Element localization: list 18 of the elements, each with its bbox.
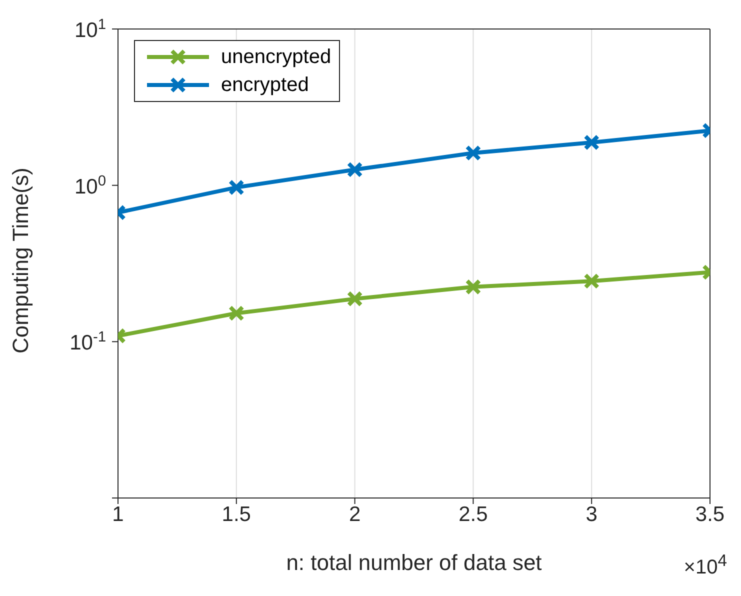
y-axis-title: Computing Time(s) (8, 168, 33, 354)
point (465, 278, 482, 295)
point (465, 145, 482, 161)
legend-label: encrypted (221, 74, 309, 96)
x-tick-label: 1 (112, 502, 124, 526)
y-tick-label: 10$^{0}$ (74, 173, 106, 198)
y-tick-label: 10$^{-1}$ (70, 330, 106, 355)
x-tick-label: 2.5 (458, 502, 488, 526)
point (346, 290, 363, 307)
x-tick-label: 3 (586, 502, 598, 526)
text: ×10$^{4}$ (684, 551, 727, 580)
point (346, 162, 363, 178)
x-tick-label: 1.5 (222, 502, 251, 526)
x-tick-label: 2 (348, 502, 361, 526)
y-tick-label: 10$^{1}$ (74, 17, 106, 42)
x-tick-label: 3.5 (695, 502, 725, 526)
x-axis-title: n: total number of data set (286, 550, 542, 575)
legend-label: unencrypted (221, 46, 332, 68)
